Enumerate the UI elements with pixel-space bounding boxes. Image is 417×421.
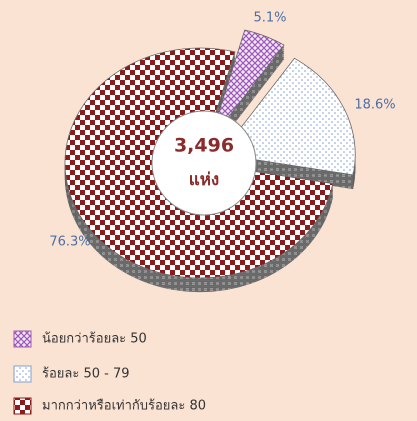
legend-swatch	[13, 365, 32, 383]
legend-label: ร้อยละ 50 - 79	[42, 367, 130, 382]
value-label: 76.3%	[49, 235, 90, 250]
center-hole	[151, 110, 257, 216]
slice	[209, 29, 285, 142]
legend-swatch	[13, 397, 32, 415]
center-unit: แห่ง	[189, 170, 219, 190]
legend-swatch	[13, 330, 32, 348]
legend-label: น้อยกว่าร้อยละ 50	[42, 332, 147, 347]
legend: น้อยกว่าร้อยละ 50 ร้อยละ 50 - 79 มากกว่าหร…	[13, 330, 206, 415]
legend-label: มากกว่าหรือเท่ากับร้อยละ 80	[42, 398, 206, 414]
value-label: 5.1%	[253, 11, 286, 26]
slice	[219, 57, 356, 176]
center-total: 3,496	[174, 135, 234, 157]
value-label: 18.6%	[354, 98, 395, 113]
